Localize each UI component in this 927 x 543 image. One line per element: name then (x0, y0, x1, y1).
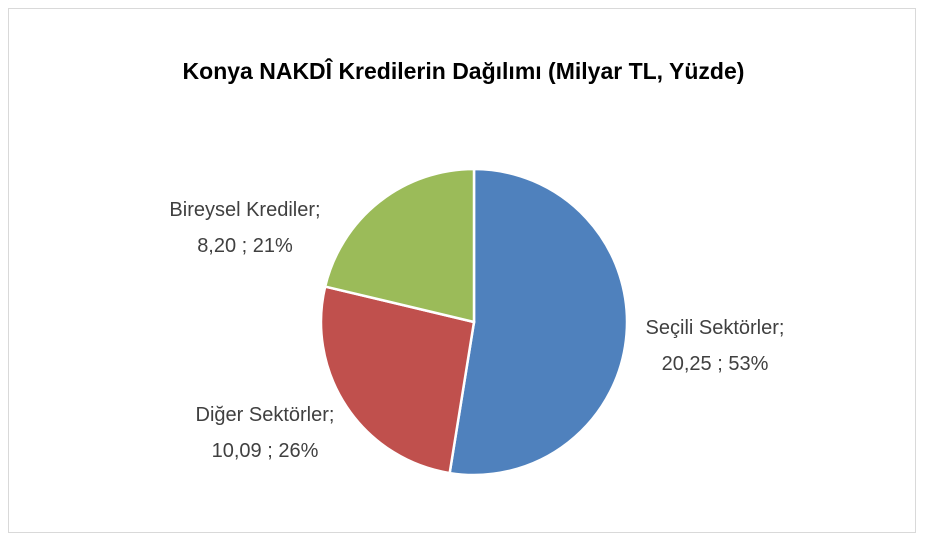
pie-slice (323, 167, 476, 324)
data-label-value: 10,09 ; 26% (211, 440, 319, 462)
chart-title: Konya NAKDÎ Kredilerin Dağılımı (Milyar … (182, 58, 745, 84)
data-label-value: 20,25 ; 53% (661, 353, 769, 375)
data-label: Diğer Sektörler; 10,09 ; 26% (195, 397, 335, 469)
chart-frame (8, 8, 916, 533)
pie-slice (319, 285, 476, 475)
data-label: Seçili Sektörler; 20,25 ; 53% (645, 310, 785, 382)
data-label: Bireysel Krediler; 8,20 ; 21% (130, 192, 360, 264)
data-label-category: Bireysel Krediler; (169, 199, 321, 221)
data-label-value: 8,20 ; 21% (197, 235, 293, 257)
data-label-category: Seçili Sektörler; (645, 317, 785, 339)
pie-slice (448, 167, 629, 477)
data-label-category: Diğer Sektörler; (195, 404, 335, 426)
